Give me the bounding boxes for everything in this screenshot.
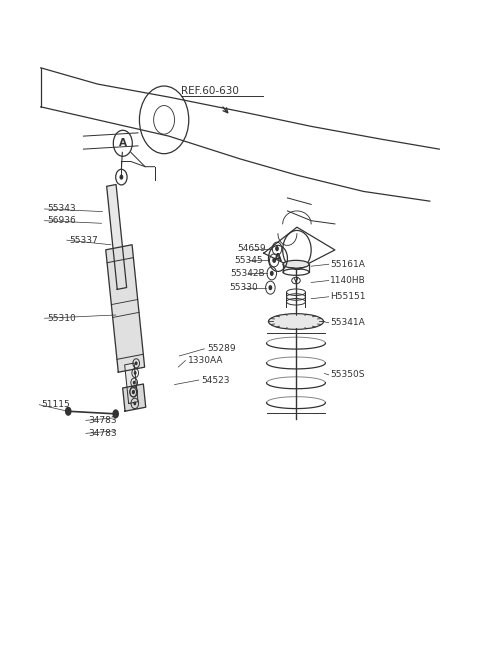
Text: 1140HB: 1140HB — [330, 276, 366, 285]
Polygon shape — [123, 384, 146, 411]
Text: 55343: 55343 — [47, 205, 75, 213]
Ellipse shape — [269, 315, 323, 328]
Circle shape — [134, 371, 137, 375]
Circle shape — [132, 390, 135, 394]
Text: A: A — [274, 253, 282, 264]
Text: 34783: 34783 — [88, 429, 117, 438]
Circle shape — [272, 258, 276, 263]
Circle shape — [133, 401, 136, 405]
Circle shape — [268, 285, 272, 290]
Text: 55341A: 55341A — [330, 318, 365, 327]
Text: H55151: H55151 — [330, 293, 366, 301]
Circle shape — [135, 361, 138, 365]
Polygon shape — [107, 184, 127, 289]
Circle shape — [120, 174, 123, 180]
Circle shape — [112, 409, 119, 419]
Text: 1330AA: 1330AA — [188, 356, 223, 365]
Polygon shape — [125, 363, 138, 403]
Text: 55330: 55330 — [229, 283, 258, 292]
Text: 55345: 55345 — [234, 256, 263, 265]
Circle shape — [270, 271, 274, 276]
Polygon shape — [106, 245, 144, 372]
Circle shape — [132, 390, 134, 394]
Text: 54659: 54659 — [238, 244, 266, 253]
Text: 55289: 55289 — [207, 344, 235, 354]
Text: REF.60-630: REF.60-630 — [180, 86, 239, 96]
Text: 55161A: 55161A — [330, 260, 365, 269]
Circle shape — [275, 246, 279, 251]
Circle shape — [133, 380, 136, 384]
Text: 55350S: 55350S — [330, 371, 365, 379]
Ellipse shape — [283, 261, 309, 268]
Text: A: A — [119, 138, 127, 148]
Text: 34783: 34783 — [88, 416, 117, 425]
Text: 55310: 55310 — [47, 314, 76, 323]
Text: 54523: 54523 — [201, 375, 229, 384]
Text: 56936: 56936 — [47, 216, 76, 225]
Text: 55337: 55337 — [69, 236, 98, 245]
Text: 55342B: 55342B — [230, 269, 265, 278]
Text: 51115: 51115 — [42, 400, 71, 409]
Circle shape — [65, 407, 72, 416]
